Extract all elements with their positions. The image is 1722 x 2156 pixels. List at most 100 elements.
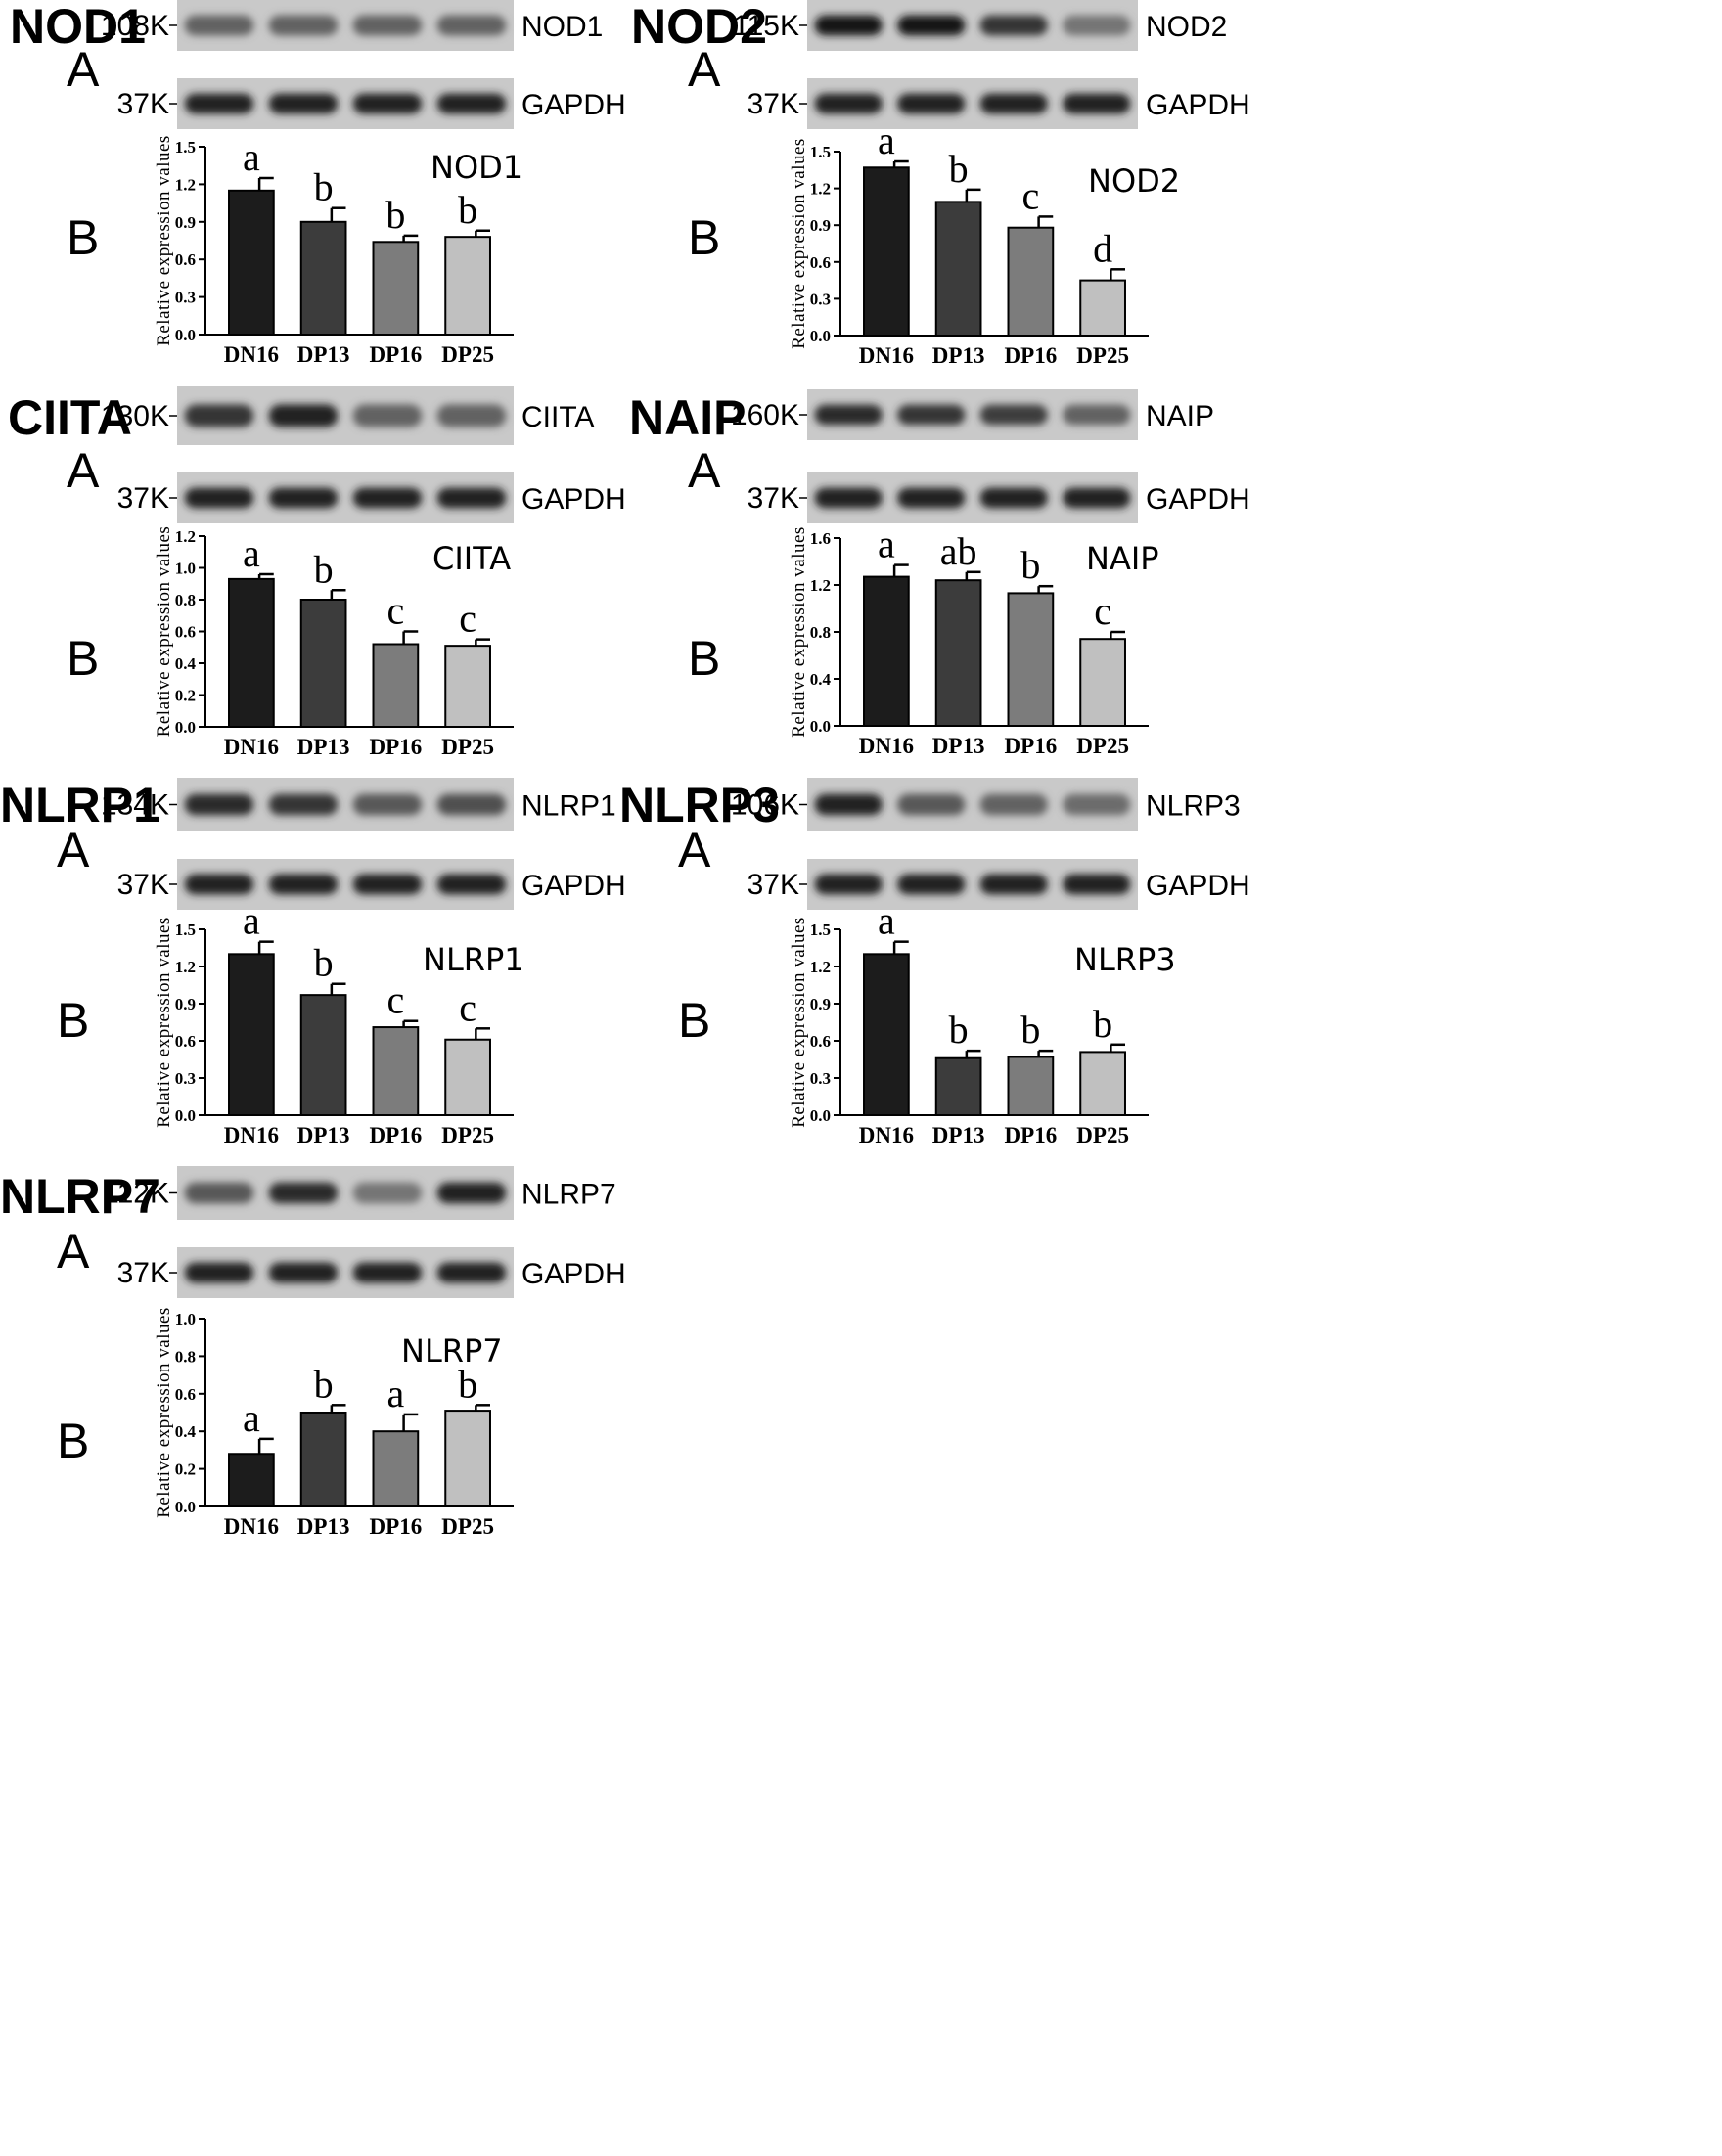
category-label: DP13 [932,343,985,368]
protein-band [897,404,966,426]
protein-band [184,404,254,427]
y-tick-label: 1.2 [810,576,831,595]
bar [863,953,910,1116]
gapdh-band [184,874,254,895]
category-label: DP16 [370,342,423,367]
panel-letter-a: A [67,42,100,97]
y-tick-label: 1.0 [175,560,196,578]
y-tick-label: 0.3 [175,289,196,307]
y-tick-label: 0.6 [175,1032,196,1051]
bar [934,201,982,337]
category-label: DP13 [932,1123,985,1147]
protein-mw-label: 130K [101,400,169,432]
bar [228,189,275,336]
bar [1007,1056,1055,1117]
bar [299,220,347,336]
gapdh-band-label: GAPDH [521,1258,626,1290]
panel-name: CIITA [8,390,132,445]
bar [299,1412,347,1507]
significance-letter: ab [940,529,977,573]
y-tick-label: 0.0 [810,717,831,736]
chart-title: NLRP7 [401,1332,503,1370]
gapdh-blot: 37K GAPDH [748,78,1250,129]
significance-letter: b [314,547,334,591]
significance-letter: b [314,941,334,985]
y-tick-label: 0.0 [810,1106,831,1125]
y-tick-label: 0.6 [810,253,831,272]
y-tick-label: 0.8 [175,1347,196,1366]
y-tick-label: 0.4 [810,670,832,689]
protein-band-label: CIITA [521,401,594,433]
gapdh-band-label: GAPDH [1146,89,1250,121]
protein-band-label: NOD2 [1146,11,1227,43]
significance-letter: c [1021,173,1039,217]
panel-letter-a: A [57,1224,90,1279]
category-label: DP25 [441,735,494,759]
bar [299,994,347,1117]
category-label: DP16 [1005,343,1058,368]
bar [863,166,910,337]
y-axis-label: Relative expression values [789,917,809,1128]
protein-band-label: NOD1 [521,11,603,43]
panel-letter-a: A [678,823,711,877]
category-label: DP25 [441,342,494,367]
y-tick-label: 0.0 [175,1498,196,1516]
significance-letter: b [314,165,334,209]
protein-blot: 160K NAIP [731,389,1214,440]
gapdh-mw-label: 37K [748,869,799,901]
protein-band [1063,15,1131,36]
category-label: DN16 [224,1514,279,1539]
gapdh-band [436,874,507,895]
protein-band [268,1182,339,1204]
protein-band [352,793,423,816]
gapdh-band [352,874,423,895]
panel-letter-a: A [688,443,721,498]
category-label: DP16 [370,1514,423,1539]
protein-mw-label: 112K [103,1178,169,1210]
bar [372,241,420,336]
y-tick-label: 1.2 [175,175,196,194]
panel-letter-b: B [57,1414,89,1468]
protein-band [268,15,339,36]
protein-band-label: NLRP7 [521,1179,616,1211]
gapdh-mw-label: 37K [748,482,799,515]
protein-band [897,15,966,36]
gapdh-band [897,93,966,114]
protein-blot: 115K NOD2 [733,0,1227,51]
panel-name: NAIP [629,390,746,445]
category-label: DP25 [441,1514,494,1539]
gapdh-band [897,487,966,509]
protein-blot: 108K NOD1 [101,0,603,51]
significance-letter: b [949,147,969,191]
bar [228,953,275,1116]
category-label: DP16 [1005,734,1058,758]
gapdh-blot: 37K GAPDH [117,1247,626,1298]
protein-band [436,793,507,816]
y-tick-label: 1.5 [810,143,831,161]
gapdh-band [184,1262,254,1283]
y-tick-label: 0.8 [810,623,831,642]
panel-name: NOD1 [10,0,146,54]
y-axis-label: Relative expression values [154,917,174,1128]
panel-name: NLRP7 [0,1169,160,1224]
gapdh-band [352,487,423,509]
protein-band [352,1182,423,1204]
y-tick-label: 1.2 [175,958,196,976]
y-tick-label: 0.6 [810,1032,831,1051]
category-label: DP25 [1076,734,1129,758]
significance-letter: b [1020,1008,1040,1052]
category-label: DN16 [224,342,279,367]
panel-letter-a: A [57,823,90,877]
y-tick-label: 0.0 [175,1106,196,1125]
y-axis-label: Relative expression values [154,526,174,738]
panel-name: NLRP1 [0,778,160,832]
category-label: DP16 [370,1123,423,1147]
significance-letter: a [386,1371,404,1415]
protein-band [814,15,883,36]
gapdh-band [979,93,1048,114]
category-label: DP13 [297,735,350,759]
